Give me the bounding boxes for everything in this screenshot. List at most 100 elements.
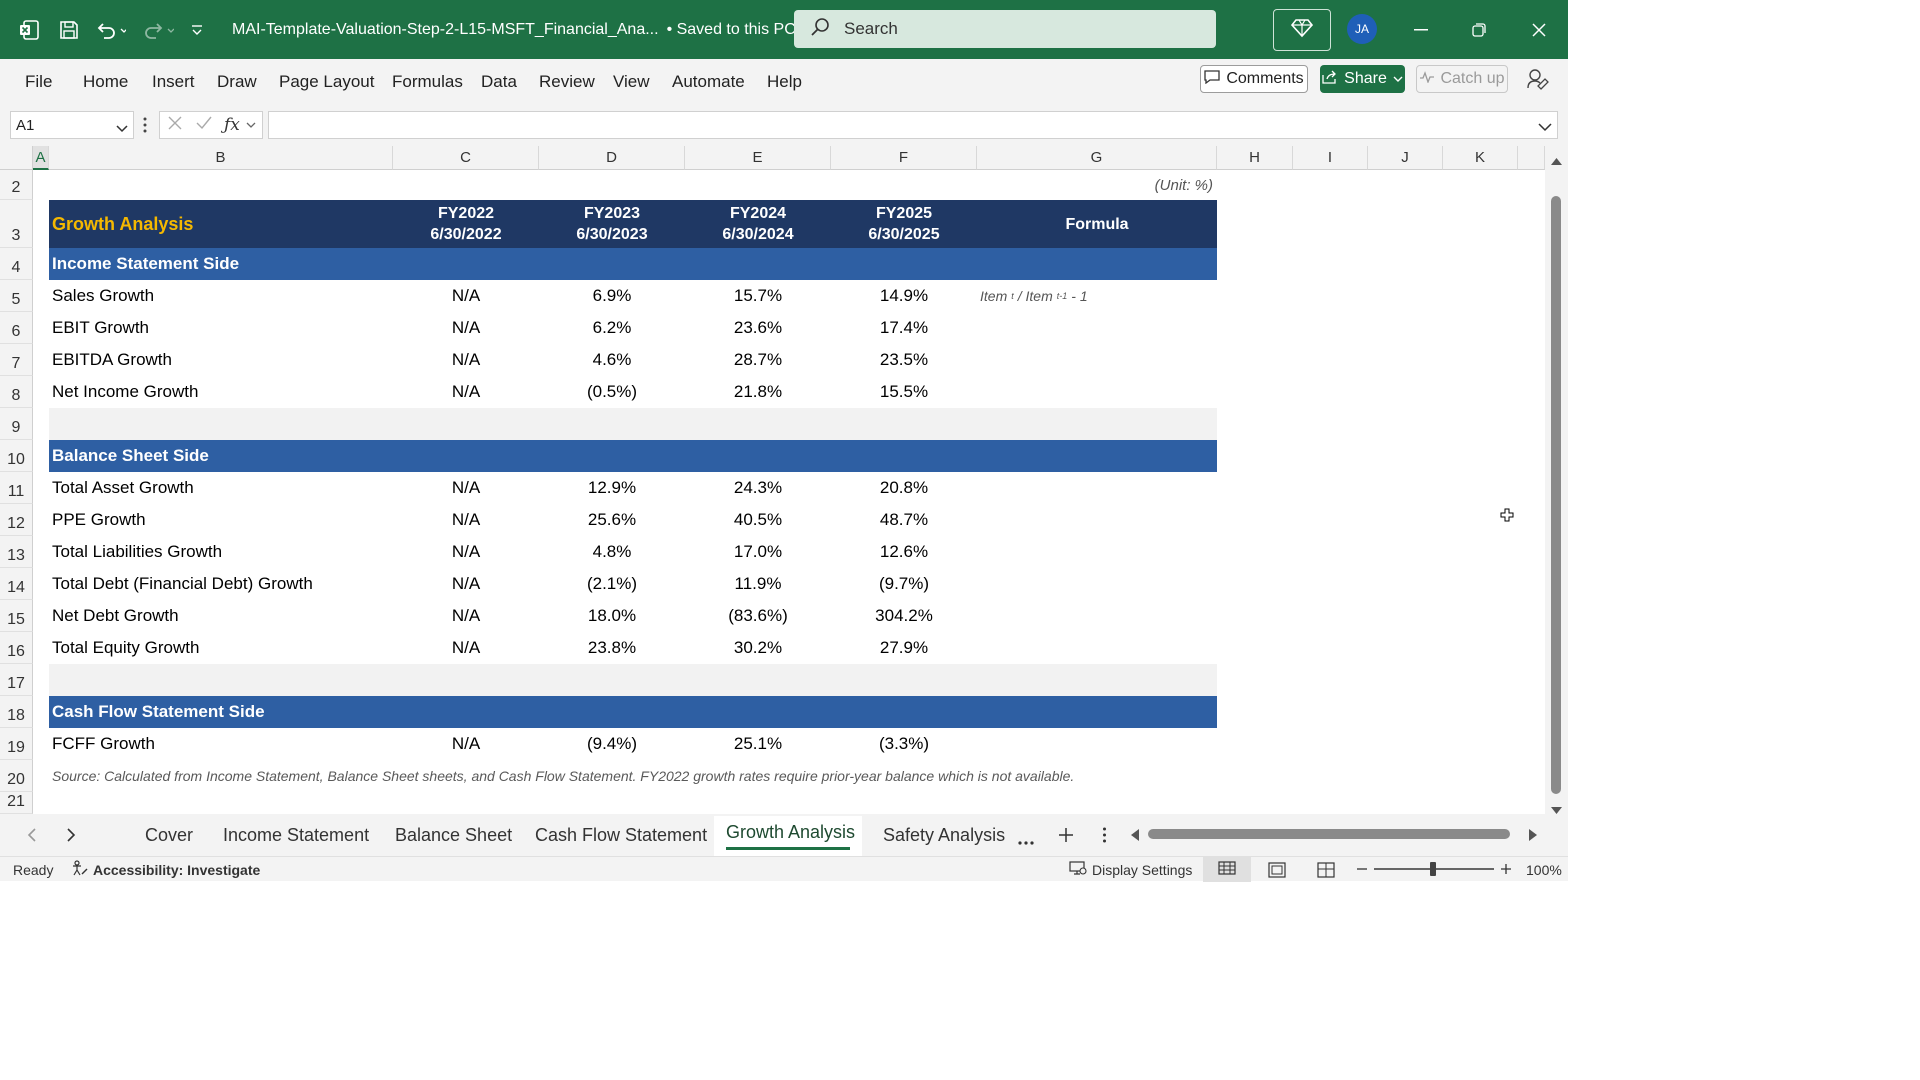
restore-icon[interactable]	[1456, 0, 1502, 59]
close-icon[interactable]	[1516, 0, 1562, 59]
column-header-b[interactable]: B	[49, 146, 393, 170]
customize-toolbar-icon[interactable]	[186, 0, 208, 59]
tab-page-layout[interactable]: Page Layout	[279, 71, 375, 91]
value-cell[interactable]: 14.9%	[879, 286, 929, 305]
value-cell[interactable]: N/A	[451, 286, 481, 305]
row-header-5[interactable]: 5	[0, 280, 33, 312]
coauthor-icon[interactable]	[1526, 67, 1550, 96]
more-options-icon[interactable]	[142, 116, 148, 139]
comments-button[interactable]: Comments	[1200, 65, 1308, 93]
tab-insert[interactable]: Insert	[152, 71, 195, 91]
row-header-16[interactable]: 16	[0, 632, 33, 664]
premium-button[interactable]	[1273, 9, 1331, 51]
sheet-tab-income-statement[interactable]: Income Statement	[223, 824, 370, 845]
share-button[interactable]: Share	[1320, 65, 1405, 93]
scroll-left-icon[interactable]	[1130, 828, 1139, 846]
column-header-e[interactable]: E	[685, 146, 831, 170]
value-cell[interactable]: 12.6%	[879, 542, 929, 561]
value-cell[interactable]: N/A	[451, 510, 481, 529]
column-header-h[interactable]: H	[1217, 146, 1293, 170]
row-label[interactable]: Total Debt (Financial Debt) Growth	[52, 574, 313, 593]
row-header-6[interactable]: 6	[0, 312, 33, 344]
column-header-l[interactable]	[1518, 146, 1545, 170]
formula-input[interactable]	[268, 111, 1558, 139]
value-cell[interactable]: (83.6%)	[728, 606, 788, 625]
scroll-up-icon[interactable]	[1551, 152, 1562, 170]
source-note[interactable]: Source: Calculated from Income Statement…	[52, 768, 1075, 784]
column-header-d[interactable]: D	[539, 146, 685, 170]
value-cell[interactable]: 24.3%	[733, 478, 783, 497]
sheet-tab-safety-analysis[interactable]: Safety Analysis	[883, 824, 1006, 845]
row-label[interactable]: Total Liabilities Growth	[52, 542, 223, 561]
horizontal-scroll-thumb[interactable]	[1148, 829, 1510, 839]
undo-icon[interactable]	[90, 0, 130, 59]
value-cell[interactable]: 28.7%	[733, 350, 783, 369]
row-label[interactable]: Total Asset Growth	[52, 478, 194, 497]
value-cell[interactable]: N/A	[451, 638, 481, 657]
value-cell[interactable]: (2.1%)	[586, 574, 638, 593]
row-header-14[interactable]: 14	[0, 568, 33, 600]
row-header-20[interactable]: 20	[0, 760, 33, 792]
row-label[interactable]: Total Equity Growth	[52, 638, 200, 657]
value-cell[interactable]: (3.3%)	[878, 734, 930, 753]
chevron-left-icon[interactable]	[27, 828, 36, 847]
page-break-view-icon[interactable]	[1317, 862, 1335, 881]
search-input[interactable]: Search	[794, 10, 1216, 48]
value-cell[interactable]: 21.8%	[733, 382, 783, 401]
value-cell[interactable]: 4.6%	[592, 350, 632, 369]
value-cell[interactable]: 4.8%	[592, 542, 632, 561]
value-cell[interactable]: (0.5%)	[586, 382, 638, 401]
scroll-right-icon[interactable]	[1529, 828, 1538, 846]
spreadsheet-grid[interactable]: A B C D E F G H I J K 2 3 4 5 6 7 8 9 10…	[0, 146, 1545, 814]
tab-help[interactable]: Help	[767, 71, 802, 91]
value-cell[interactable]: N/A	[451, 734, 481, 753]
zoom-slider-thumb[interactable]	[1430, 862, 1436, 876]
value-cell[interactable]: 25.6%	[587, 510, 637, 529]
value-cell[interactable]: 20.8%	[879, 478, 929, 497]
tab-review[interactable]: Review	[539, 71, 595, 91]
file-title[interactable]: MAI-Template-Valuation-Step-2-L15-MSFT_F…	[232, 0, 818, 59]
value-cell[interactable]: 6.9%	[592, 286, 632, 305]
value-cell[interactable]: (9.4%)	[586, 734, 638, 753]
save-icon[interactable]	[54, 0, 84, 59]
column-header-c[interactable]: C	[393, 146, 539, 170]
value-cell[interactable]: 40.5%	[733, 510, 783, 529]
row-label[interactable]: Net Income Growth	[52, 382, 199, 401]
add-sheet-icon[interactable]	[1058, 827, 1074, 848]
row-header-8[interactable]: 8	[0, 376, 33, 408]
row-header-2[interactable]: 2	[0, 170, 33, 200]
more-sheets-icon[interactable]	[1018, 832, 1034, 850]
value-cell[interactable]: 25.1%	[733, 734, 783, 753]
value-cell[interactable]: N/A	[451, 606, 481, 625]
row-label[interactable]: EBITDA Growth	[52, 350, 172, 369]
tab-home[interactable]: Home	[83, 71, 129, 91]
value-cell[interactable]: (9.7%)	[878, 574, 930, 593]
row-header-4[interactable]: 4	[0, 248, 33, 280]
chevron-down-icon[interactable]	[246, 116, 256, 134]
row-label[interactable]: EBIT Growth	[52, 318, 149, 337]
row-header-18[interactable]: 18	[0, 696, 33, 728]
chevron-down-icon[interactable]	[116, 120, 128, 137]
select-all-corner[interactable]	[0, 146, 33, 170]
accessibility-status[interactable]: Accessibility: Investigate	[72, 857, 260, 882]
row-label[interactable]: FCFF Growth	[52, 734, 155, 753]
value-cell[interactable]: 15.7%	[733, 286, 783, 305]
tab-options-icon[interactable]	[1102, 827, 1107, 848]
tab-view[interactable]: View	[613, 71, 650, 91]
row-header-3[interactable]: 3	[0, 200, 33, 248]
avatar[interactable]: JA	[1347, 14, 1377, 44]
redo-icon[interactable]	[138, 0, 178, 59]
column-header-g[interactable]: G	[977, 146, 1217, 170]
row-label[interactable]: PPE Growth	[52, 510, 146, 529]
row-header-9[interactable]: 9	[0, 408, 33, 440]
value-cell[interactable]: N/A	[451, 350, 481, 369]
row-label[interactable]: Sales Growth	[52, 286, 155, 305]
normal-view-button[interactable]	[1203, 857, 1251, 882]
enter-icon[interactable]	[196, 116, 212, 135]
value-cell[interactable]: N/A	[451, 542, 481, 561]
tab-data[interactable]: Data	[481, 71, 517, 91]
sheet-tab-growth-analysis[interactable]: Growth Analysis	[726, 821, 856, 842]
value-cell[interactable]: 17.4%	[879, 318, 929, 337]
row-header-11[interactable]: 11	[0, 472, 33, 504]
tab-formulas[interactable]: Formulas	[392, 71, 463, 91]
